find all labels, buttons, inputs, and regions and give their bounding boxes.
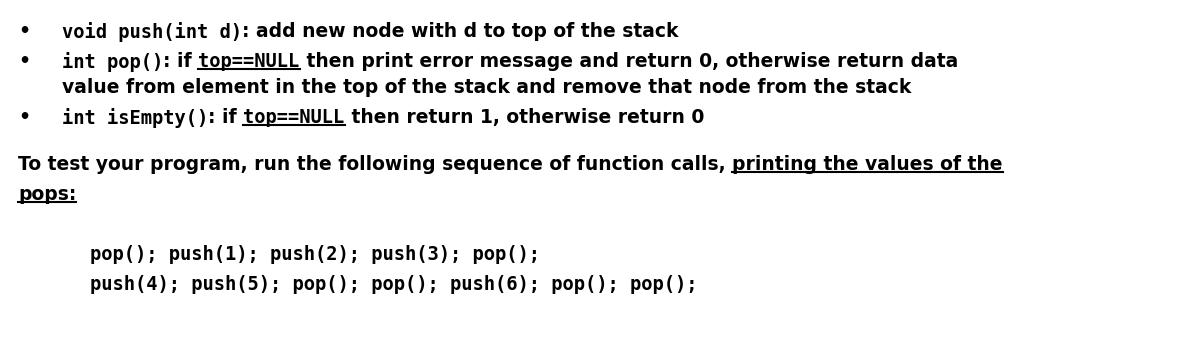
Text: push(4); push(5); pop(); pop(); push(6); pop(); pop();: push(4); push(5); pop(); pop(); push(6);… — [90, 275, 697, 294]
Text: printing the values of the: printing the values of the — [732, 155, 1003, 174]
Text: top==NULL: top==NULL — [198, 52, 300, 71]
Text: then print error message and return 0, otherwise return data: then print error message and return 0, o… — [300, 52, 958, 71]
Text: int isEmpty(): int isEmpty() — [62, 108, 209, 128]
Text: value from element in the top of the stack and remove that node from the stack: value from element in the top of the sta… — [62, 78, 911, 97]
Text: then return 1, otherwise return 0: then return 1, otherwise return 0 — [344, 108, 704, 127]
Text: •: • — [18, 52, 30, 71]
Text: pop(); push(1); push(2); push(3); pop();: pop(); push(1); push(2); push(3); pop(); — [90, 245, 540, 264]
Text: : if: : if — [209, 108, 244, 127]
Text: : if: : if — [163, 52, 198, 71]
Text: •: • — [18, 108, 30, 127]
Text: void push(int d): void push(int d) — [62, 22, 242, 42]
Text: top==NULL: top==NULL — [244, 108, 344, 127]
Text: : add new node with d to top of the stack: : add new node with d to top of the stac… — [242, 22, 678, 41]
Text: To test your program, run the following sequence of function calls,: To test your program, run the following … — [18, 155, 732, 174]
Text: int pop(): int pop() — [62, 52, 163, 72]
Text: pops:: pops: — [18, 185, 77, 204]
Text: •: • — [18, 22, 30, 41]
